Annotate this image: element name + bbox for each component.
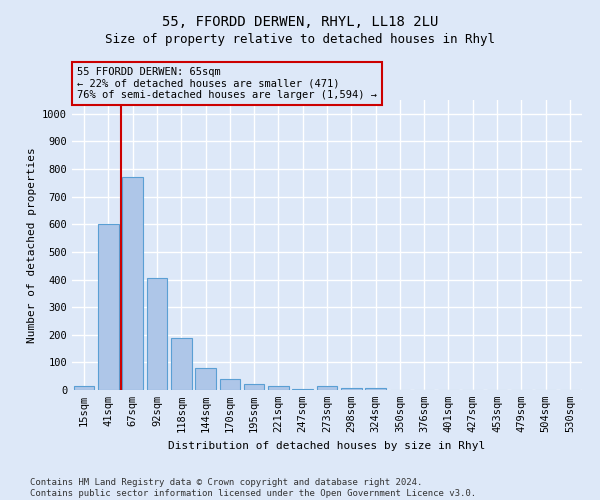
Bar (146, 278, 167, 390)
Text: Size of property relative to detached houses in Rhyl: Size of property relative to detached ho… (105, 32, 495, 46)
Text: Contains HM Land Registry data © Crown copyright and database right 2024.
Contai: Contains HM Land Registry data © Crown c… (30, 478, 476, 498)
Bar (365, 388, 386, 390)
Bar (268, 386, 289, 390)
Y-axis label: Number of detached properties: Number of detached properties (26, 147, 37, 343)
Bar (122, 178, 143, 390)
Text: 55, FFORDD DERWEN, RHYL, LL18 2LU: 55, FFORDD DERWEN, RHYL, LL18 2LU (162, 15, 438, 29)
Bar (98, 224, 119, 390)
Bar (171, 338, 191, 390)
Text: 55 FFORDD DERWEN: 65sqm
← 22% of detached houses are smaller (471)
76% of semi-d: 55 FFORDD DERWEN: 65sqm ← 22% of detache… (77, 67, 377, 100)
Bar (220, 379, 240, 390)
Bar (74, 386, 94, 390)
Bar (341, 388, 362, 390)
Bar (195, 368, 216, 390)
Bar (317, 386, 337, 390)
X-axis label: Distribution of detached houses by size in Rhyl: Distribution of detached houses by size … (169, 440, 485, 450)
Bar (292, 388, 313, 390)
Bar (244, 384, 265, 390)
